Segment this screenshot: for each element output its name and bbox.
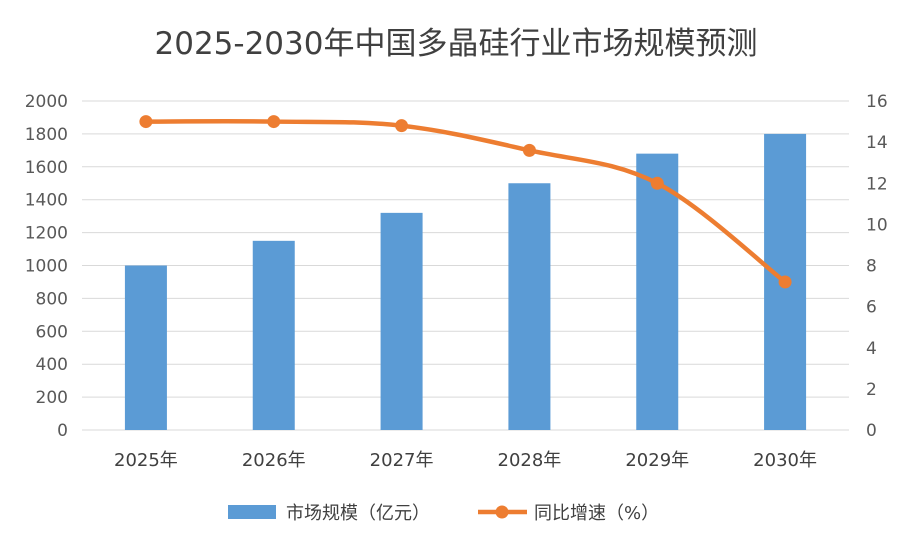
y-right-tick-label: 8 <box>866 257 877 277</box>
bar <box>124 265 167 430</box>
y-right-tick-label: 0 <box>866 421 877 441</box>
bar <box>380 212 423 430</box>
y-right-tick-label: 14 <box>866 133 888 153</box>
y-right-tick-label: 6 <box>866 298 877 318</box>
y-left-tick-label: 1000 <box>25 257 68 277</box>
y-right-tick-label: 2 <box>866 380 877 400</box>
y-left-tick-label: 200 <box>36 388 68 408</box>
gridlines <box>82 100 849 431</box>
x-category-label: 2030年 <box>753 450 817 471</box>
legend: 市场规模（亿元） 同比增速（%） <box>228 503 659 524</box>
legend-swatch-bar <box>228 505 276 519</box>
y-left-tick-label: 600 <box>36 322 68 342</box>
x-category-label: 2028年 <box>498 450 562 471</box>
legend-label-bar: 市场规模（亿元） <box>286 503 430 524</box>
bar <box>636 153 679 430</box>
line-marker <box>522 143 536 157</box>
y-left-tick-label: 800 <box>36 289 68 309</box>
x-category-label: 2027年 <box>370 450 434 471</box>
y-left-tick-label: 1400 <box>25 191 68 211</box>
legend-label-line: 同比增速（%） <box>534 503 659 524</box>
y-left-tick-label: 1800 <box>25 125 68 145</box>
y-left-tick-label: 400 <box>36 355 68 375</box>
y-left-tick-label: 0 <box>57 421 68 441</box>
line-marker <box>650 176 664 190</box>
y-right-tick-label: 12 <box>866 174 888 194</box>
growth-rate-line <box>143 119 788 285</box>
y-right-tick-label: 4 <box>866 339 877 359</box>
x-category-label: 2026年 <box>242 450 306 471</box>
chart-title: 2025-2030年中国多晶硅行业市场规模预测 <box>155 26 758 62</box>
y-left-tick-label: 1200 <box>25 224 68 244</box>
x-category-label: 2029年 <box>625 450 689 471</box>
line-series <box>139 115 792 289</box>
bar <box>252 240 295 430</box>
y-right-tick-label: 16 <box>866 92 888 112</box>
axes: 0 200 400 600 800 1000 1200 1400 1600 1800 2000 0 2 4… <box>25 92 888 471</box>
bar-series <box>124 133 807 430</box>
line-marker <box>778 275 792 289</box>
line-marker <box>395 119 409 133</box>
legend-swatch-marker <box>495 505 509 519</box>
bar <box>508 183 551 430</box>
y-left-tick-label: 1600 <box>25 158 68 178</box>
line-marker <box>139 115 153 129</box>
line-marker <box>267 115 281 129</box>
y-left-tick-label: 2000 <box>25 92 68 112</box>
x-category-label: 2025年 <box>114 450 178 471</box>
y-right-tick-label: 10 <box>866 215 888 235</box>
